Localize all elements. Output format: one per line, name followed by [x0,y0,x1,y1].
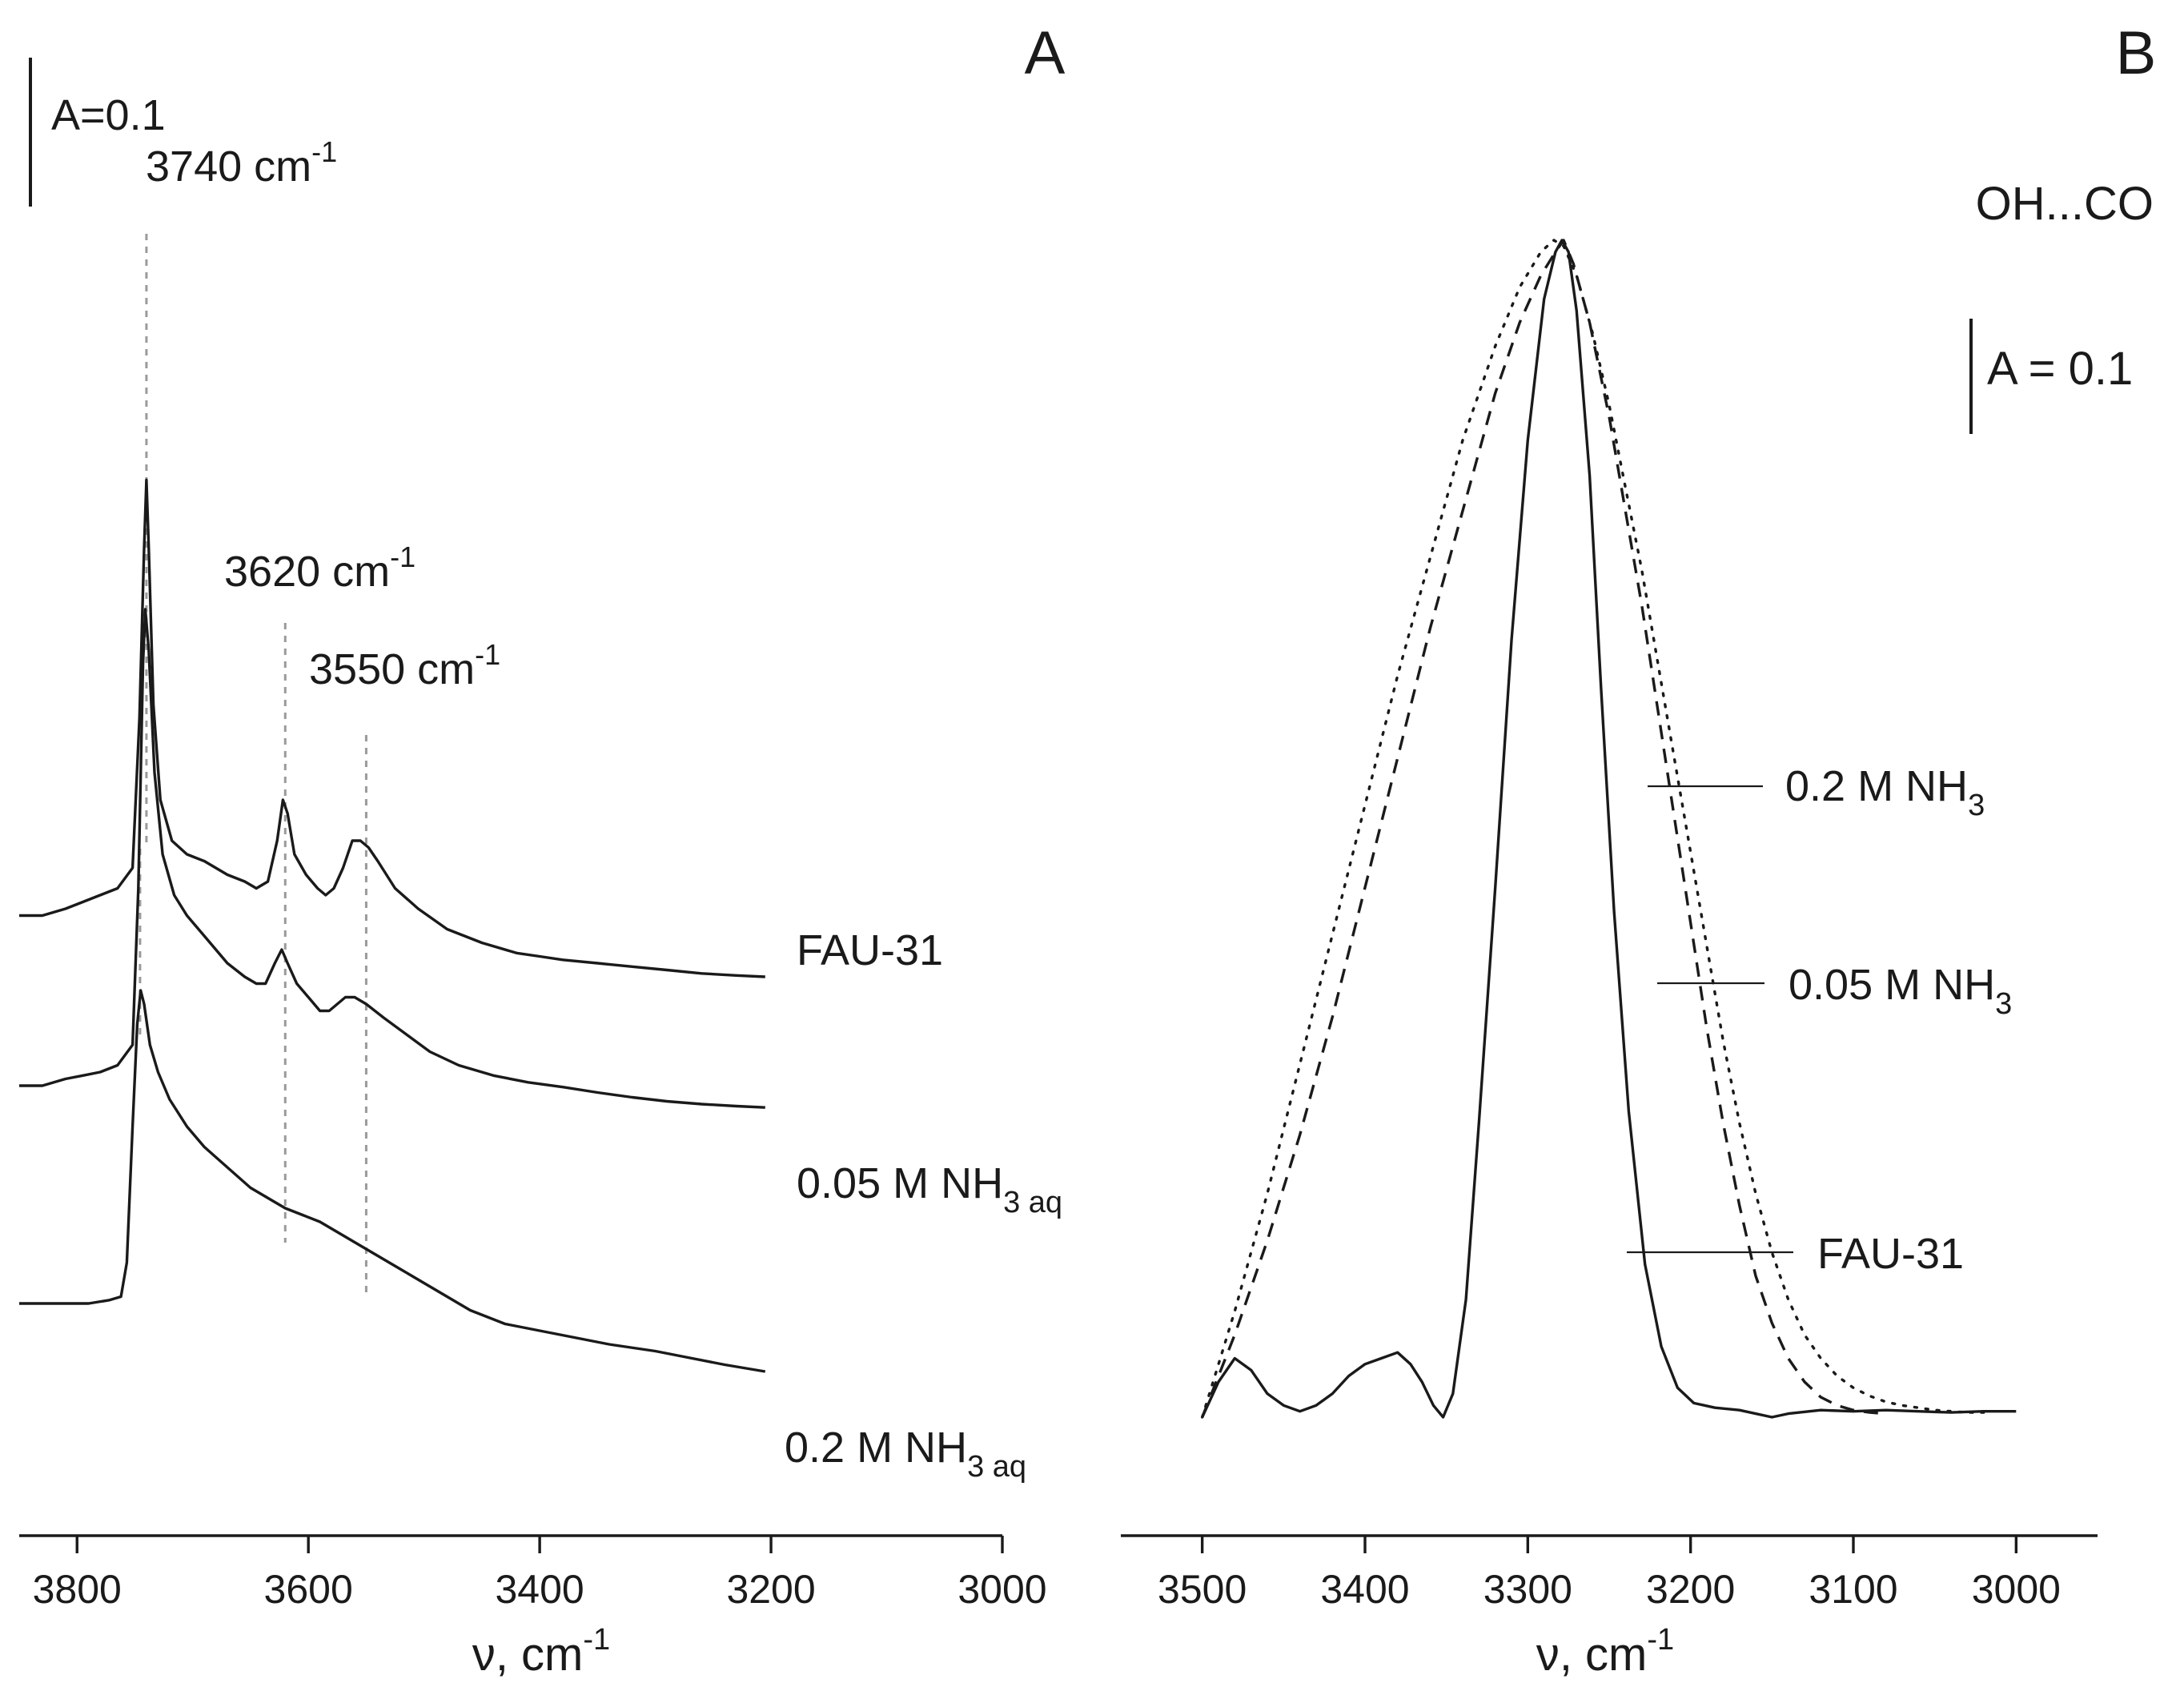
panel-b-tick-label-3100: 3100 [1809,1567,1897,1612]
panel-b-title: OH...CO [1976,178,2154,230]
panel-a-series-0.05m [19,608,765,1109]
panel-a-series-0.2m [19,989,766,1373]
panel-b-label-0.05m-sub: 3 [1995,987,2012,1021]
panel-a-label-fau-31-text: FAU-31 [797,926,943,974]
panel-b: B OH...CO A = 0.1 0.2 M NH3 0.05 M NH3 F… [1121,19,2156,1681]
panel-b-x-label-text: ν, cm [1536,1629,1648,1681]
panel-a-label: A [1025,19,1066,87]
panel-a: A A=0.1 3740 cm-1 3620 cm-1 3550 cm-1 FA… [19,19,1066,1681]
panel-a-tick-label-3600: 3600 [264,1567,353,1612]
panel-b-label-0.2m-text: 0.2 M NH [1785,762,1968,810]
peak-label-3620: 3620 cm-1 [224,540,416,596]
panel-a-label-0.05m: 0.05 M NH3 aq [797,1159,1062,1219]
panel-b-tick-label-3400: 3400 [1320,1567,1409,1612]
panel-a-tick-label-3400: 3400 [496,1567,584,1612]
panel-a-label-0.05m-text: 0.05 M NH [797,1159,1003,1207]
panel-b-series-0.05m [1201,239,1886,1418]
panel-b-x-label: ν, cm-1 [1536,1623,1674,1681]
panel-a-x-label-text: ν, cm [472,1629,584,1681]
panel-b-label-0.2m-sub: 3 [1968,789,1985,822]
panel-a-label-0.2m: 0.2 M NH3 aq [785,1424,1026,1484]
peak-label-3550-exp: -1 [475,638,500,671]
panel-a-peak-guides [139,234,367,1299]
peak-label-3620-text: 3620 cm [224,548,390,596]
panel-b-tick-label-3200: 3200 [1646,1567,1735,1612]
peak-label-3550: 3550 cm-1 [309,638,500,693]
panel-a-label-0.2m-sub: 3 aq [967,1450,1026,1484]
panel-b-label-fau-31: FAU-31 [1817,1230,1964,1278]
panel-a-label-0.05m-sub: 3 aq [1003,1186,1062,1219]
panel-b-label-0.05m-text: 0.05 M NH [1789,961,1995,1009]
panel-a-x-label: ν, cm-1 [472,1623,610,1681]
panel-b-x-label-exp: -1 [1647,1623,1674,1657]
panel-b-label-fau-31-text: FAU-31 [1817,1230,1964,1278]
panel-a-ticks: 3800 3600 3400 3200 3000 [33,1536,1047,1612]
panel-b-tick-label-3300: 3300 [1483,1567,1572,1612]
panel-b-series-fau-31 [1201,239,2017,1419]
panel-a-tick-label-3000: 3000 [958,1567,1046,1612]
panel-b-tick-label-3000: 3000 [1972,1567,2061,1612]
panel-a-x-label-exp: -1 [583,1623,610,1657]
panel-a-label-0.2m-text: 0.2 M NH [785,1424,967,1472]
panel-a-scale-label: A=0.1 [51,91,166,139]
panel-a-label-fau-31: FAU-31 [797,926,943,974]
panel-b-scale-label: A = 0.1 [1987,343,2133,395]
peak-label-3740: 3740 cm-1 [146,135,337,191]
peak-label-3620-exp: -1 [390,540,416,573]
panel-a-series-fau-31 [19,478,765,978]
panel-b-label: B [2116,19,2157,87]
panel-b-label-0.2m: 0.2 M NH3 [1785,762,1985,822]
panel-b-label-0.05m: 0.05 M NH3 [1789,961,2012,1021]
peak-label-3550-text: 3550 cm [309,645,475,693]
panel-a-tick-label-3800: 3800 [33,1567,122,1612]
panel-a-tick-label-3200: 3200 [726,1567,815,1612]
peak-label-3740-text: 3740 cm [146,143,311,191]
panel-b-ticks: 3500 3400 3300 3200 3100 3000 [1158,1536,2061,1612]
peak-label-3740-exp: -1 [311,135,337,168]
panel-b-tick-label-3500: 3500 [1158,1567,1247,1612]
